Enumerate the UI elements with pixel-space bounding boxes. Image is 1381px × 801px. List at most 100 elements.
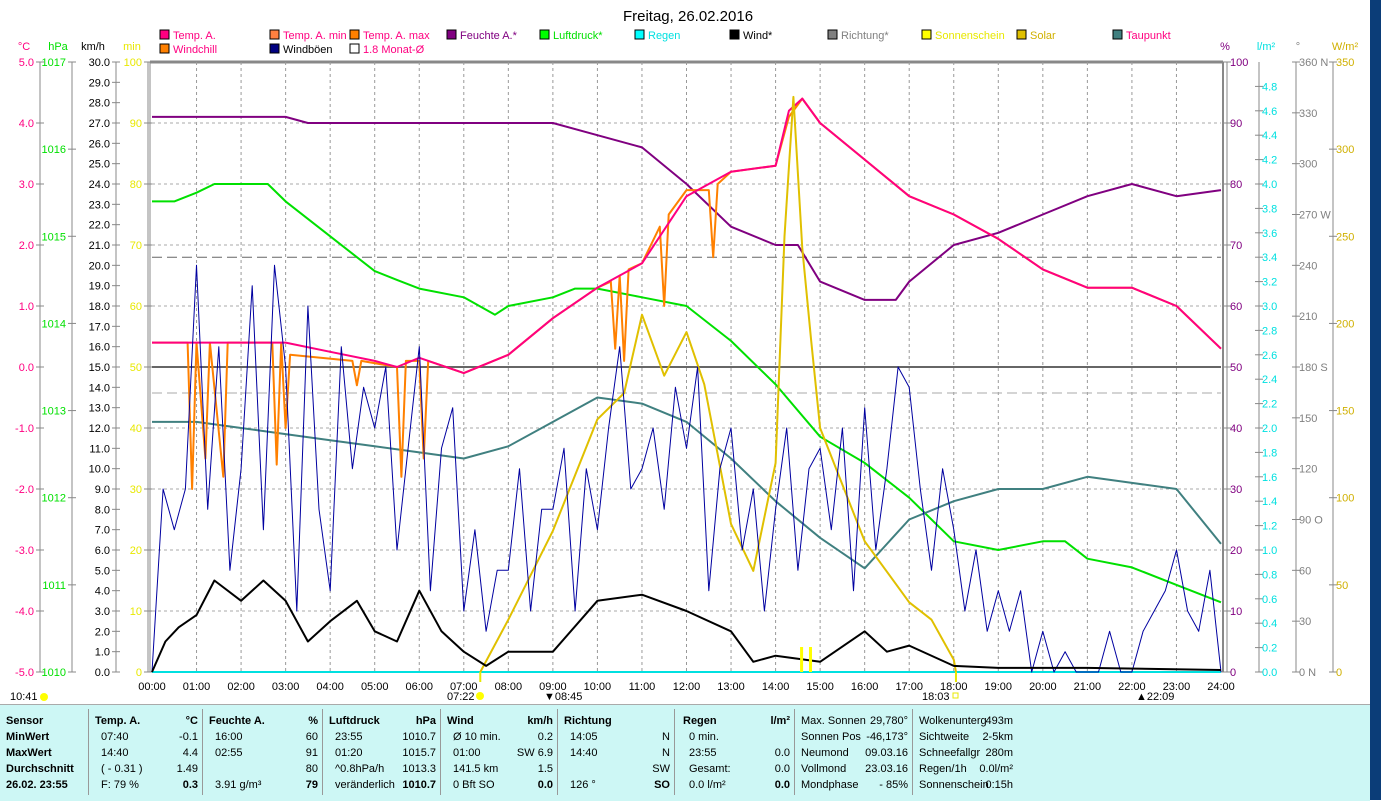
table-column-astro: Max. Sonnen 29,780° Sonnen Pos -46,173° Neum… — [795, 709, 913, 795]
legend-label: Temp. A. max — [363, 30, 430, 42]
stat-value: - 85% — [879, 779, 908, 791]
stat-value: 29,780° — [869, 715, 908, 727]
table-column-rain: Regen l/m² 0 min. 23:55 0.0 Gesamt: 0.0 0.0 l/m… — [677, 709, 795, 795]
axis-tick-label-wind: 23.0 — [89, 199, 110, 211]
axis-tick-label-press: 1012 — [42, 493, 66, 505]
column-title: Luftdruck — [329, 715, 380, 727]
legend-label: Temp. A. — [173, 30, 216, 42]
stats-table: Sensor MinWert MaxWert Durchschnitt 26.02. 2… — [0, 704, 1370, 801]
axis-tick-label-wind: 11.0 — [89, 443, 110, 455]
axis-tick-label-min: 90 — [130, 118, 142, 130]
table-row: Sensor — [6, 715, 84, 731]
x-tick-label: 03:00 — [272, 681, 300, 693]
axis-tick-label-wind: 10.0 — [89, 464, 110, 476]
table-row: Sonnen Pos -46,173° — [801, 731, 908, 747]
axis-tick-label-solar: 350 — [1336, 57, 1354, 69]
table-row: Wolkenunterg 493m — [919, 715, 1013, 731]
axis-tick-label-press: 1015 — [42, 231, 66, 243]
stat-value: SW 6.9 — [516, 747, 553, 759]
stat-label: Neumond — [801, 747, 849, 759]
axis-tick-label-min: 10 — [130, 606, 142, 618]
stat-value: 09.03.16 — [865, 747, 908, 759]
table-row: 23:55 0.0 — [683, 747, 790, 763]
stat-value: 493m — [985, 715, 1013, 727]
axis-tick-label-wind: 22.0 — [89, 220, 110, 232]
axis-tick-label-wind: 2.0 — [95, 626, 110, 638]
axis-tick-label-solar: 150 — [1336, 406, 1354, 418]
sunshine-bar — [808, 647, 812, 672]
axis-tick-label-rain: 4.6 — [1262, 106, 1277, 118]
axis-tick-label-press: 1014 — [42, 318, 66, 330]
series-windb-en — [151, 264, 1222, 673]
axis-tick-label-dir: 30 — [1299, 616, 1311, 628]
axis-tick-label-min: 40 — [130, 423, 142, 435]
axis-tick-label-wind: 6.0 — [95, 545, 110, 557]
axis-tick-label-rain: 1.8 — [1262, 447, 1277, 459]
axis-tick-label-wind: 7.0 — [95, 525, 110, 537]
axis-tick-label-wind: 14.0 — [89, 382, 110, 394]
column-title: Regen — [683, 715, 717, 727]
table-row: Ø 10 min. 0.2 — [447, 731, 553, 747]
axis-tick-label-wind: 19.0 — [89, 281, 110, 293]
legend-label: Luftdruck* — [553, 30, 603, 42]
axis-tick-label-min: 20 — [130, 545, 142, 557]
axis-tick-label-solar: 250 — [1336, 231, 1354, 243]
legend-label: Regen — [648, 30, 680, 42]
sunset-time: 18:03 — [922, 691, 950, 703]
table-header: Regen l/m² — [683, 715, 790, 731]
stat-value: 0.0 — [774, 747, 790, 759]
stat-label: Sonnenschein — [919, 779, 989, 791]
axis-tick-label-hum: 100 — [1230, 57, 1248, 69]
axis-tick-label-rain: 1.2 — [1262, 521, 1277, 533]
axis-tick-label-press: 1010 — [42, 667, 66, 679]
sunrise-time: 07:22 — [447, 691, 475, 703]
table-row: Durchschnitt — [6, 763, 84, 779]
legend-swatch — [349, 29, 360, 40]
stat-value: 0.0 — [774, 763, 790, 775]
axis-tick-label-wind: 5.0 — [95, 565, 110, 577]
stat-label: 02:55 — [215, 747, 243, 759]
stat-label: 3.91 g/m³ — [215, 779, 262, 791]
axis-tick-label-dir: 210 — [1299, 311, 1317, 323]
table-row: 141.5 km 1.5 — [447, 763, 553, 779]
table-column-press: Luftdruck hPa 23:55 1010.7 01:20 1015.7 ^0.8hP… — [323, 709, 441, 795]
legend-swatch — [1016, 29, 1027, 40]
stat-label: 14:05 — [570, 731, 598, 743]
sun-icon — [40, 693, 48, 701]
axis-tick-label-solar: 0 — [1336, 667, 1342, 679]
axis-tick-label-dir: 180 S — [1299, 362, 1328, 374]
table-row: F: 79 % 0.3 — [95, 779, 198, 795]
grid: 00:00 01:00 02:00 03:00 04:00 05:00 06:00 07:00… — [138, 60, 1235, 693]
x-tick-label: 08:00 — [495, 681, 523, 693]
stat-label: 14:40 — [570, 747, 598, 759]
table-row: 0.0 l/m² 0.0 — [683, 779, 790, 795]
axis-unit-rain: l/m² — [1257, 41, 1276, 53]
legend-label: Feuchte A.* — [460, 30, 518, 42]
series-temp-a- — [152, 97, 1222, 375]
axis-tick-label-wind: 17.0 — [89, 321, 110, 333]
table-row: Mondphase - 85% — [801, 779, 908, 795]
stat-value: 1010.7 — [402, 731, 436, 743]
axis-tick-label-wind: 16.0 — [89, 342, 110, 354]
axis-tick-label-dir: 300 — [1299, 159, 1317, 171]
column-title: Temp. A. — [95, 715, 141, 727]
axis-tick-label-dir: 330 — [1299, 108, 1317, 120]
axis-tick-label-wind: 3.0 — [95, 606, 110, 618]
stat-value: 80 — [305, 763, 318, 775]
axis-tick-label-rain: 2.4 — [1262, 374, 1277, 386]
stat-value: 91 — [305, 747, 318, 759]
x-tick-label: 09:00 — [539, 681, 567, 693]
table-row: veränderlich 1010.7 — [329, 779, 436, 795]
stat-label: 23:55 — [689, 747, 717, 759]
legend-swatch — [1112, 29, 1123, 40]
stat-label: ( - 0.31 ) — [101, 763, 143, 775]
axis-unit-hum: % — [1220, 41, 1230, 53]
axis-tick-label-press: 1017 — [42, 57, 66, 69]
axis-tick-label-hum: 0 — [1230, 667, 1236, 679]
axis-tick-label-wind: 18.0 — [89, 301, 110, 313]
stat-value: 0.0l/m² — [979, 763, 1013, 775]
stat-value: N — [662, 731, 670, 743]
legend-label: Windchill — [173, 44, 217, 56]
axis-tick-label-hum: 60 — [1230, 301, 1242, 313]
axis-tick-label-min: 80 — [130, 179, 142, 191]
